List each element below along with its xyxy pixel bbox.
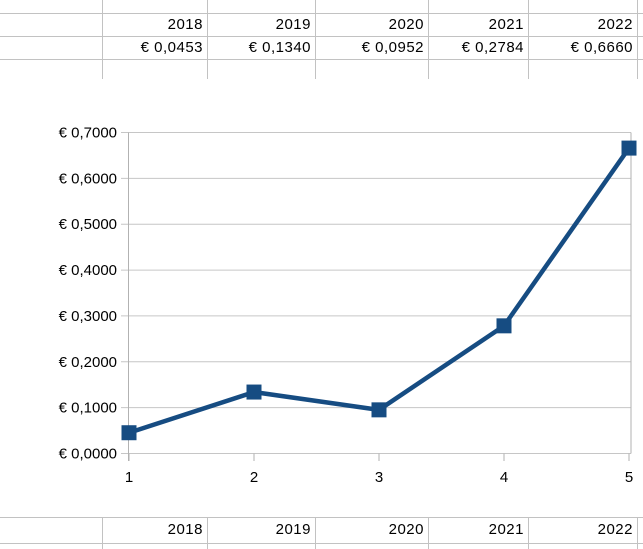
y-axis-tick-label: € 0,4000 bbox=[59, 262, 117, 279]
sheet-gridline bbox=[0, 543, 643, 544]
sheet-gridline bbox=[637, 517, 638, 549]
cell-year-2022[interactable]: 2022 bbox=[597, 16, 633, 33]
cell-bottom-year-2022[interactable]: 2022 bbox=[597, 521, 633, 538]
y-axis-tick-label: € 0,3000 bbox=[59, 308, 117, 325]
x-axis-tick-label: 5 bbox=[625, 469, 633, 486]
sheet-gridline bbox=[0, 59, 643, 60]
sheet-gridline bbox=[315, 0, 316, 79]
y-axis-tick-label: € 0,0000 bbox=[59, 446, 117, 463]
cell-bottom-year-2020[interactable]: 2020 bbox=[388, 521, 424, 538]
sheet-gridline bbox=[102, 0, 103, 79]
x-axis-tick-label: 4 bbox=[500, 469, 508, 486]
sheet-gridline bbox=[0, 517, 643, 518]
sheet-gridline bbox=[207, 517, 208, 549]
y-axis-tick-label: € 0,6000 bbox=[59, 170, 117, 187]
sheet-gridline bbox=[637, 0, 638, 79]
data-point-marker[interactable] bbox=[246, 384, 262, 400]
x-axis-tick-label: 2 bbox=[250, 469, 258, 486]
y-axis-tick-label: € 0,2000 bbox=[59, 354, 117, 371]
sheet-gridline bbox=[315, 517, 316, 549]
cell-year-2018[interactable]: 2018 bbox=[167, 16, 203, 33]
sheet-gridline bbox=[102, 517, 103, 549]
sheet-gridline bbox=[528, 517, 529, 549]
y-axis-tick-label: € 0,7000 bbox=[59, 125, 117, 142]
cell-value-2018[interactable]: € 0,0453 bbox=[140, 39, 203, 56]
x-axis-tick-label: 1 bbox=[125, 469, 133, 486]
cell-bottom-year-2021[interactable]: 2021 bbox=[488, 521, 524, 538]
data-point-marker[interactable] bbox=[121, 425, 137, 441]
cell-value-2021[interactable]: € 0,2784 bbox=[461, 39, 524, 56]
sheet-gridline bbox=[0, 13, 643, 14]
y-axis-tick-label: € 0,5000 bbox=[59, 216, 117, 233]
sheet-gridline bbox=[528, 0, 529, 79]
cell-year-2019[interactable]: 2019 bbox=[275, 16, 311, 33]
sheet-gridline bbox=[428, 517, 429, 549]
y-axis-tick-label: € 0,1000 bbox=[59, 400, 117, 417]
cell-value-2019[interactable]: € 0,1340 bbox=[248, 39, 311, 56]
x-axis-tick-label: 3 bbox=[375, 469, 383, 486]
cell-bottom-year-2018[interactable]: 2018 bbox=[167, 521, 203, 538]
cell-year-2021[interactable]: 2021 bbox=[488, 16, 524, 33]
cell-value-2020[interactable]: € 0,0952 bbox=[361, 39, 424, 56]
cell-bottom-year-2019[interactable]: 2019 bbox=[275, 521, 311, 538]
data-point-marker[interactable] bbox=[621, 140, 637, 156]
cell-value-2022[interactable]: € 0,6660 bbox=[570, 39, 633, 56]
sheet-gridline bbox=[428, 0, 429, 79]
sheet-gridline bbox=[207, 0, 208, 79]
data-point-marker[interactable] bbox=[496, 318, 512, 334]
cell-year-2020[interactable]: 2020 bbox=[388, 16, 424, 33]
sheet-gridline bbox=[0, 36, 643, 37]
data-series-line[interactable] bbox=[128, 146, 631, 435]
data-point-marker[interactable] bbox=[371, 402, 387, 418]
